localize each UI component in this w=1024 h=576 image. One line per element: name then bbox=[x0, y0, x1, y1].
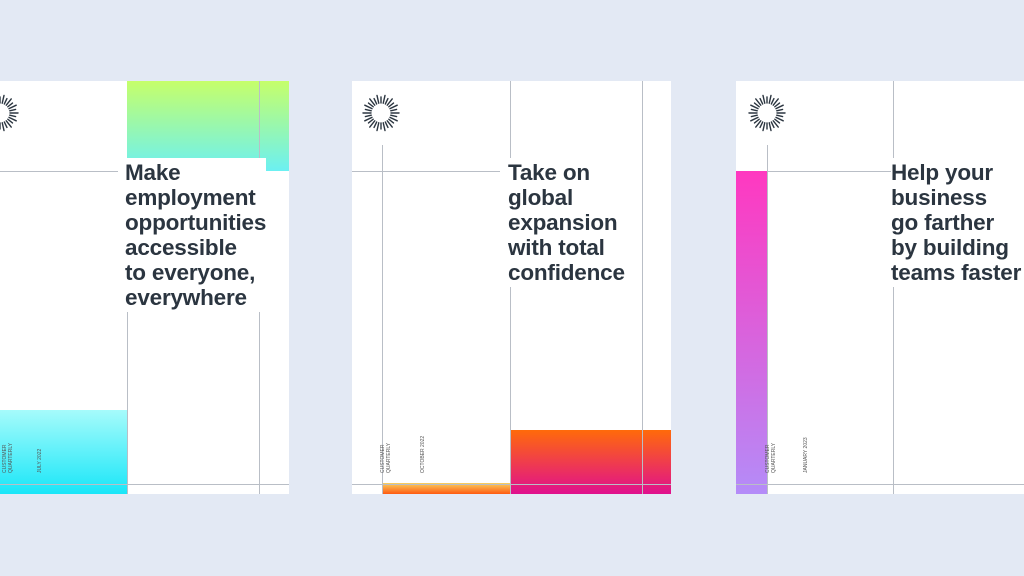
gradient-block bbox=[510, 430, 671, 494]
gradient-block-top bbox=[127, 81, 289, 171]
gradient-block-bottom bbox=[0, 410, 127, 494]
sunburst-logo-icon bbox=[362, 94, 400, 132]
rule bbox=[127, 306, 128, 494]
cover-headline: Make employment opportunities accessible… bbox=[125, 158, 267, 312]
rule bbox=[510, 81, 511, 494]
sunburst-logo-icon bbox=[748, 94, 786, 132]
gradient-strip bbox=[382, 483, 510, 494]
rule bbox=[352, 484, 671, 485]
series-label: CUSTOMER QUARTERLY bbox=[2, 442, 14, 473]
report-cover-july-2022: Make employment opportunities accessible… bbox=[0, 81, 289, 494]
rule bbox=[382, 145, 383, 494]
rule bbox=[352, 171, 500, 172]
rule bbox=[767, 145, 768, 494]
gradient-strip bbox=[736, 171, 767, 494]
series-label: CUSTOMER QUARTERLY bbox=[765, 442, 777, 473]
report-cover-january-2023: Help your business go farther by buildin… bbox=[736, 81, 1024, 494]
sunburst-logo-icon bbox=[0, 94, 19, 132]
rule bbox=[642, 81, 643, 494]
issue-date: JANUARY 2023 bbox=[803, 437, 809, 473]
issue-date: OCTOBER 2022 bbox=[420, 435, 426, 473]
rule bbox=[893, 81, 894, 494]
cover-headline: Take on global expansion with total conf… bbox=[508, 158, 625, 287]
report-cover-october-2022: Take on global expansion with total conf… bbox=[352, 81, 671, 494]
series-label: CUSTOMER QUARTERLY bbox=[380, 442, 392, 473]
issue-date: JULY 2022 bbox=[37, 448, 43, 473]
cover-headline: Help your business go farther by buildin… bbox=[891, 158, 1024, 287]
rule bbox=[0, 171, 118, 172]
rule bbox=[0, 484, 289, 485]
rule bbox=[736, 484, 1024, 485]
